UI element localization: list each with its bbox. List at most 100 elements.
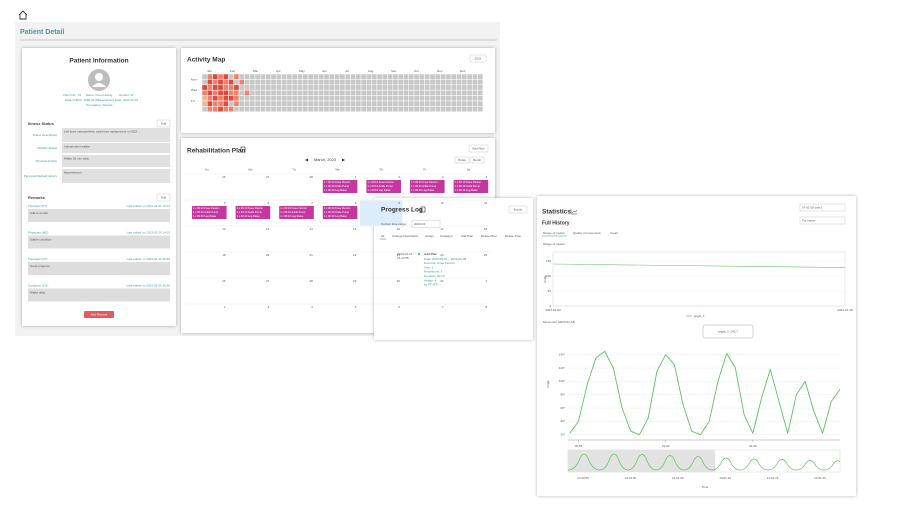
plan-event[interactable] <box>322 206 358 219</box>
next-month[interactable] <box>342 158 345 162</box>
activity-cell <box>323 100 330 107</box>
activity-cell <box>403 89 409 96</box>
log-tab[interactable]: All <box>381 234 385 238</box>
select[interactable] <box>799 203 846 212</box>
activity-cell <box>201 100 208 107</box>
select[interactable] <box>799 216 846 225</box>
y-tick-label: 100° <box>559 379 566 383</box>
plan-event-text[interactable]: 1 x 00:10 Knee Flexion <box>455 180 482 184</box>
plan-event-text[interactable]: 1 x 00:10 Ankle Pump <box>367 184 393 188</box>
export-button-label[interactable]: Export <box>514 207 523 211</box>
plan-event-text[interactable]: 1 x 00:10 Leg Raise <box>324 188 348 192</box>
plan-event-text[interactable]: 1 x 00:10 Leg Raise <box>280 214 304 218</box>
activity-cell <box>233 106 240 113</box>
stat-tab[interactable]: Quality of movement <box>573 231 601 235</box>
activity-cell <box>429 100 436 107</box>
edit-button-label[interactable]: Edit <box>161 121 166 125</box>
navigator-line <box>567 453 841 471</box>
calendar-day: 30 <box>397 279 401 283</box>
plan-event-text[interactable]: 1 x 00:10 Ankle Pump <box>193 210 219 214</box>
log-tab[interactable]: Delete Time <box>505 234 521 238</box>
activity-cell <box>270 95 277 102</box>
year-button[interactable] <box>469 54 487 63</box>
plan-event-text[interactable]: 1 x 00:10 Leg Raise <box>411 188 435 192</box>
prev-month[interactable] <box>305 158 308 162</box>
activity-cell <box>355 79 362 86</box>
plan-event-text[interactable]: 1 x 00:10 Knee Flexion <box>324 180 351 184</box>
navigator-label: 14:01:10 <box>719 476 731 480</box>
activity-cell <box>307 95 314 102</box>
plan-event[interactable] <box>322 180 358 193</box>
plan-event-text[interactable]: 1 x 00:10 Leg Raise <box>193 214 217 218</box>
plan-event-text[interactable]: 1 x 00:10 Leg Raise <box>455 188 479 192</box>
stat-tab[interactable]: Count <box>610 231 618 235</box>
add-remark-button[interactable] <box>84 311 114 318</box>
plan-event-text[interactable]: 1 x 00:10 Leg Raise <box>367 188 391 192</box>
plan-event-text[interactable]: 1 x 00:10 Ankle Pump <box>411 184 437 188</box>
navigator-selection[interactable] <box>568 450 715 472</box>
plan-event[interactable] <box>453 180 489 193</box>
activity-cell <box>381 100 388 107</box>
remark-box <box>28 288 170 302</box>
plan-event-text[interactable]: 1 x 00:10 Ankle Pump <box>237 210 263 214</box>
add-remark-label[interactable]: Add Remark <box>91 312 108 316</box>
view-button[interactable] <box>469 156 485 164</box>
plan-event[interactable] <box>410 180 445 193</box>
plan-event-text[interactable]: 1 x 00:10 Ankle Pump <box>280 210 306 214</box>
activity-cell <box>419 106 425 113</box>
plan-event-text[interactable]: 1 x 00:10 Ankle Pump <box>455 184 481 188</box>
plan-event[interactable] <box>366 180 401 193</box>
plan-event-text[interactable]: 1 x 00:10 Knee Flexion <box>193 206 220 210</box>
plan-event[interactable] <box>235 206 271 219</box>
plan-event[interactable] <box>192 206 227 219</box>
plan-event-text[interactable]: 1 x 00:10 Ankle Pump <box>324 184 350 188</box>
activity-cell <box>366 79 372 86</box>
plan-event-text[interactable]: 1 x 00:10 Leg Raise <box>324 214 348 218</box>
activity-cell <box>228 89 235 96</box>
log-tab[interactable]: Delete Plan <box>481 234 497 238</box>
activity-cell <box>392 95 399 102</box>
plan-event-text[interactable]: 1 x 00:10 Knee Flexion <box>280 206 307 210</box>
select-value[interactable]: For indoor <box>802 218 816 222</box>
log-tab[interactable]: Change Description <box>392 234 419 238</box>
select-value[interactable]: 07-01 00 user1 <box>802 205 823 209</box>
view-button-label[interactable]: Today <box>458 158 467 162</box>
stat-tab[interactable]: Range of motion <box>543 231 565 235</box>
edit-button[interactable] <box>156 119 171 128</box>
plan-event-text[interactable]: 1 x 00:10 Knee Flexion <box>367 180 394 184</box>
activity-cell <box>207 89 213 96</box>
year-button-label[interactable]: 2022 <box>475 56 482 60</box>
log-tab[interactable]: Assign <box>425 234 434 238</box>
plan-event-text[interactable]: 1 x 00:10 Knee Flexion <box>237 206 264 210</box>
view-button[interactable] <box>454 156 470 164</box>
doc-icon <box>420 206 426 213</box>
illness-text: Left knee osteoarthritis, total knee rep… <box>64 129 137 133</box>
plan-event-text[interactable]: 1 x 00:10 Leg Raise <box>237 214 261 218</box>
activity-cell <box>323 106 330 113</box>
range-value[interactable]: 2023-03 <box>414 222 425 226</box>
activity-cell <box>350 100 356 107</box>
plan-event-text[interactable]: 1 x 00:10 Knee Flexion <box>324 206 351 210</box>
range-select[interactable] <box>411 220 441 228</box>
activity-cell <box>238 79 245 86</box>
plan-event-text[interactable]: 1 x 00:10 Knee Flexion <box>411 180 438 184</box>
log-tab[interactable]: Add Plan <box>461 234 474 238</box>
edit-button-label[interactable]: Edit <box>161 195 166 199</box>
weekday: Tu <box>292 167 296 171</box>
view-button-label[interactable]: Month <box>473 158 482 162</box>
calendar-month: March, 2023 <box>314 157 337 162</box>
export-button[interactable] <box>508 205 528 214</box>
home-icon[interactable] <box>18 10 28 20</box>
activity-cell <box>212 89 219 96</box>
plan-event-text[interactable]: 1 x 00:10 Ankle Pump <box>324 210 350 214</box>
plan-event[interactable] <box>279 206 314 219</box>
edit-plan-button-label[interactable]: Edit Plan <box>472 146 484 150</box>
activity-cell <box>408 79 415 86</box>
log-tab[interactable]: Unassign <box>440 234 453 238</box>
activity-cell <box>419 84 425 91</box>
calendar-day: 23 <box>397 253 401 257</box>
activity-cell <box>472 73 478 80</box>
edit-button[interactable] <box>156 193 171 202</box>
day-label: Fri <box>191 99 195 103</box>
edit-plan-button[interactable] <box>468 144 489 153</box>
